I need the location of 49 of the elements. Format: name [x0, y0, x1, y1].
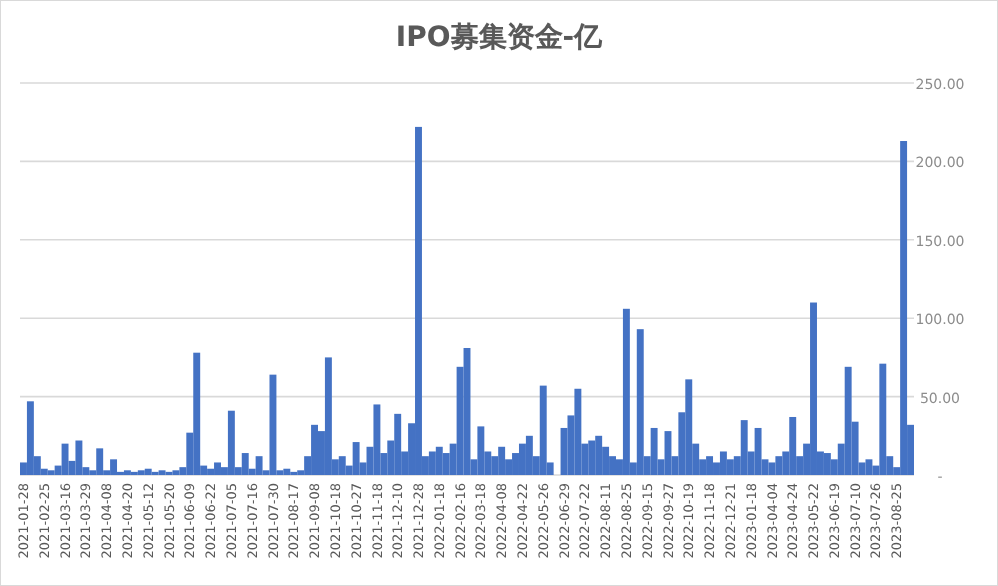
bar — [394, 413, 402, 475]
bar — [636, 329, 644, 475]
bar — [352, 442, 360, 475]
bar — [373, 404, 381, 475]
bar — [595, 435, 603, 475]
bar — [415, 126, 422, 475]
bar — [900, 141, 908, 475]
bar — [269, 374, 277, 475]
bar — [622, 308, 630, 475]
bar — [110, 459, 118, 475]
bar — [775, 456, 783, 475]
bar — [311, 424, 318, 475]
bar — [810, 302, 817, 475]
bar — [789, 416, 797, 475]
bar — [879, 363, 887, 475]
bar — [144, 468, 152, 475]
bar — [227, 410, 235, 475]
bar — [574, 388, 582, 475]
bar — [740, 420, 748, 475]
bar — [435, 446, 443, 475]
bar — [324, 357, 332, 475]
bar — [61, 443, 69, 475]
bar — [525, 435, 533, 475]
bar — [706, 456, 714, 475]
bar — [719, 451, 727, 475]
chart-title: IPO募集资金-亿 — [395, 22, 605, 54]
bar — [865, 459, 873, 475]
bar — [241, 453, 249, 475]
bar — [207, 468, 215, 475]
bar — [768, 462, 776, 475]
bar — [754, 427, 762, 475]
bar — [823, 453, 831, 475]
bar — [844, 366, 852, 475]
bar — [518, 443, 526, 475]
bar — [255, 456, 263, 475]
bar — [193, 352, 201, 475]
bar — [539, 385, 547, 475]
bar — [498, 446, 506, 475]
bar — [685, 379, 693, 475]
bar — [26, 401, 34, 475]
bar — [650, 427, 658, 475]
bar — [75, 440, 83, 475]
bar — [214, 462, 221, 475]
bar — [428, 451, 436, 475]
bar — [283, 468, 291, 475]
bar — [588, 440, 596, 475]
bar — [477, 426, 485, 475]
bar — [96, 448, 104, 475]
bar — [338, 456, 346, 475]
